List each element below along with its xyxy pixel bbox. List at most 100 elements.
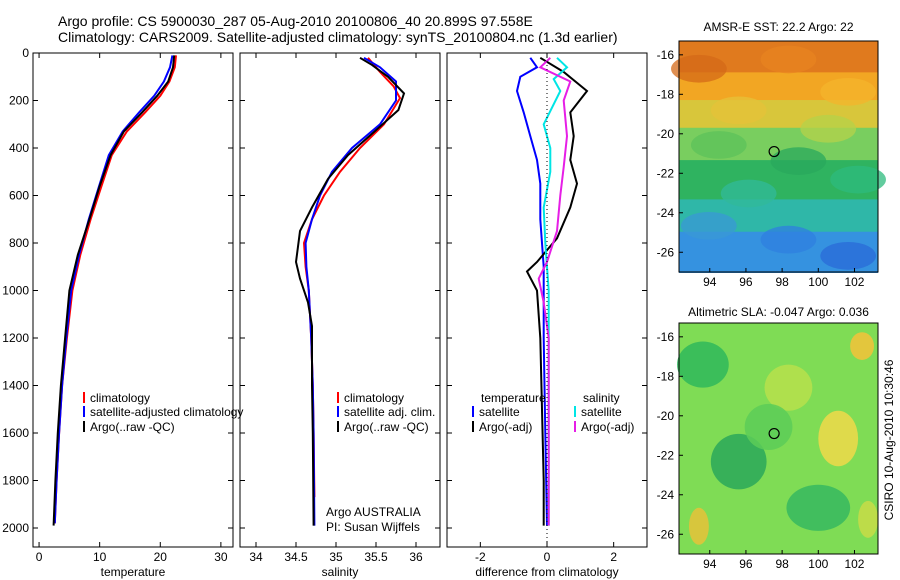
x-tick-label: 0 [36,550,43,564]
y-tick-label: 1200 [2,331,29,345]
y-tick-label: -22 [657,166,675,180]
y-tick-label: 400 [9,141,29,155]
y-tick-label: 1800 [2,474,29,488]
map-blob [760,225,817,254]
map-blob [786,484,851,531]
y-tick-label: 1000 [2,284,29,298]
x-tick-label: 34 [249,550,263,564]
legend-label: satellite adj. clim. [344,405,435,419]
map-blob [818,410,859,467]
x-tick-label: 10 [93,550,107,564]
y-tick-label: -16 [657,48,675,62]
y-tick-label: -16 [657,330,675,344]
x-tick-label: 0 [544,550,551,564]
x-tick-label: 30 [214,550,228,564]
series-line [52,55,176,526]
map-blob [690,131,747,159]
y-tick-label: 1400 [2,379,29,393]
argo-location-marker [768,427,780,440]
map-blob [720,179,777,208]
figure-title-line-1: Argo profile: CS 5900030_287 05-Aug-2010… [58,13,533,29]
x-tick-label: 94 [703,275,717,289]
y-tick-label: -20 [657,409,675,423]
y-tick-label: 1600 [2,426,29,440]
x-tick-label: 102 [844,557,864,571]
y-tick-label: 0 [22,46,29,60]
timestamp-label: CSIRO 10-Aug-2010 10:30:46 [882,359,896,520]
y-tick-label: -20 [657,127,675,141]
y-tick-label: 600 [9,189,29,203]
y-tick-label: -26 [657,245,675,259]
x-tick-label: 2 [610,550,617,564]
map-title: AMSR-E SST: 22.2 Argo: 22 [703,20,853,34]
x-tick-label: 20 [154,550,168,564]
map-blob [710,96,767,125]
annotation-label: PI: Susan Wijffels [326,520,420,534]
plot-frame [239,52,441,548]
plot-frame [32,52,234,548]
map-blob [764,364,813,411]
x-axis-label: temperature [101,565,166,579]
x-tick-label: 100 [808,275,828,289]
legend-label: satellite [479,405,520,419]
map-blob [770,147,827,175]
y-tick-label: -26 [657,527,675,541]
map-blob [710,433,767,490]
x-tick-label: 94 [703,557,717,571]
legend-label: climatology [90,391,150,405]
x-tick-label: 96 [739,275,753,289]
map-blob [800,114,857,143]
map-blob [688,507,709,545]
map-frame [678,40,879,273]
series-line [525,56,589,526]
y-tick-label: -24 [657,206,675,220]
annotation-label: Argo AUSTRALIA [326,505,421,519]
legend-label: satellite-adjusted climatology [90,405,243,419]
x-tick-label: -2 [475,550,486,564]
legend-label: Argo(-adj) [581,420,634,434]
legend-label: temperature [481,391,546,405]
x-tick-label: 34.5 [284,550,308,564]
map-field [677,323,878,554]
legend-label: satellite [581,405,622,419]
legend-label: climatology [344,391,404,405]
argo-location-marker [768,145,780,158]
x-tick-label: 98 [775,275,789,289]
map-blob [744,403,793,451]
map-blob [820,241,877,270]
series-line [515,57,548,526]
legend-label: Argo(..raw -QC) [344,420,429,434]
y-tick-label: -18 [657,87,675,101]
map-blob [858,500,878,538]
map-blob [671,54,727,83]
map-blob [850,332,875,360]
y-tick-label: 200 [9,94,29,108]
x-tick-label: 96 [739,557,753,571]
x-axis-label: salinity [322,565,359,579]
x-tick-label: 102 [844,275,864,289]
series-line [537,57,572,526]
map-field [671,41,886,273]
map-frame [678,322,879,555]
map-blob [680,211,737,240]
x-axis-label: difference from climatology [475,565,618,579]
legend-label: Argo(-adj) [479,420,532,434]
series-line [294,56,406,526]
map-blob [820,77,877,106]
x-tick-label: 100 [808,557,828,571]
map-blob [677,341,729,388]
x-tick-label: 35.5 [364,550,388,564]
x-tick-label: 98 [775,557,789,571]
x-tick-label: 35 [329,550,343,564]
map-blob [830,165,886,194]
y-tick-label: 800 [9,236,29,250]
figure-title-line-2: Climatology: CARS2009. Satellite-adjuste… [58,29,618,45]
y-tick-label: -24 [657,488,675,502]
legend-label: salinity [583,391,620,405]
legend-label: Argo(..raw -QC) [90,420,175,434]
map-blob [760,45,817,74]
map-title: Altimetric SLA: -0.047 Argo: 0.036 [688,305,869,319]
x-tick-label: 36 [409,550,423,564]
y-tick-label: -22 [657,448,675,462]
